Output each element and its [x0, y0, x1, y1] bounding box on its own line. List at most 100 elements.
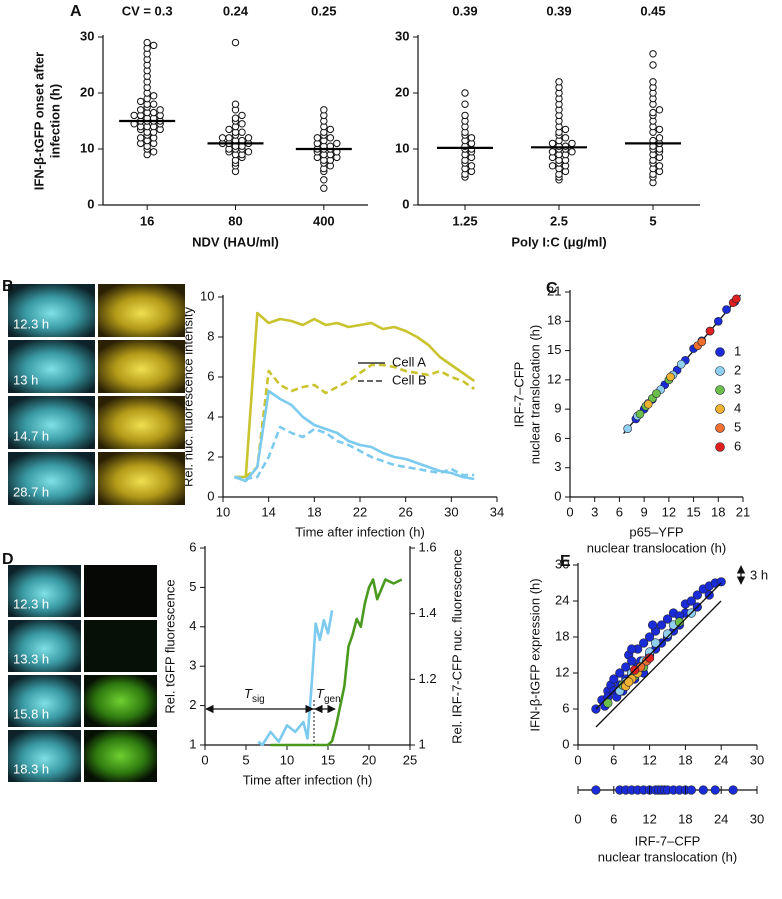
t-subscript: gen	[324, 694, 341, 705]
y-tick-label: 24	[555, 592, 569, 607]
point	[676, 359, 686, 369]
point	[624, 677, 634, 687]
t-sig-label: Tsig	[244, 686, 265, 704]
dot	[149, 148, 158, 156]
dot	[461, 89, 469, 97]
point	[621, 662, 631, 672]
dot	[649, 61, 657, 69]
dot	[655, 125, 664, 134]
x-tick-label: 6	[616, 504, 623, 519]
point	[609, 674, 619, 684]
dot	[244, 148, 253, 156]
point	[662, 614, 673, 624]
point	[644, 632, 655, 642]
point	[603, 698, 613, 708]
x-tick-label: 18	[678, 811, 692, 826]
micrograph-cyan	[8, 620, 81, 672]
y-tick-label: 3	[554, 459, 561, 474]
cv-label: 0.45	[640, 3, 665, 18]
point	[705, 326, 715, 336]
dot	[649, 78, 657, 86]
y-tick-label: 1	[419, 736, 426, 751]
point	[716, 577, 726, 587]
x-tick-label: 15	[686, 504, 700, 519]
e-annotations: 3 h	[595, 565, 768, 728]
y-tick-label: 30	[395, 28, 409, 43]
point	[644, 653, 655, 663]
x-tick-label: 10	[280, 752, 294, 767]
x-tick-label: 6	[610, 752, 617, 767]
dot	[333, 139, 341, 148]
legend-label: 5	[734, 419, 741, 434]
dot	[136, 97, 145, 106]
x-tick-label: 18	[711, 504, 725, 519]
point	[674, 617, 685, 627]
y-tick-label: 4	[207, 408, 214, 423]
x-tick-label: 3	[591, 504, 598, 519]
x-tick-label: 21	[736, 504, 750, 519]
dot	[320, 184, 328, 192]
time-label: 18.3 h	[13, 761, 49, 776]
time-label: 12.3 h	[13, 316, 49, 331]
line	[270, 578, 403, 747]
dot	[555, 78, 563, 86]
legend-marker	[715, 366, 725, 376]
y-tick-label: 12	[555, 664, 569, 679]
point	[623, 424, 632, 433]
y-axis-label: IFN-β-tGFP expression (h)	[527, 578, 542, 731]
dot	[561, 134, 570, 142]
y-tick-label: 12	[547, 371, 561, 386]
dot	[136, 134, 145, 142]
dot	[461, 111, 469, 120]
legend-label: 6	[734, 438, 741, 453]
x-tick-label: 6	[610, 811, 617, 826]
line	[234, 363, 475, 479]
dot	[467, 134, 476, 142]
strip-point	[591, 785, 601, 795]
strip-point	[710, 785, 720, 795]
x-tick-label: 80	[228, 213, 242, 228]
panel-label: B	[2, 278, 14, 295]
cv-label: 0.39	[546, 3, 571, 18]
t-gen-label: Tgen	[316, 686, 341, 704]
y-tick-label: 1.6	[419, 539, 437, 554]
y-tick-label: 20	[80, 84, 94, 99]
point	[650, 638, 661, 648]
micrograph-cyan	[8, 730, 81, 782]
dot	[649, 108, 657, 117]
dot	[218, 134, 227, 142]
legend-label: 4	[734, 400, 741, 415]
time-label: 13.3 h	[13, 651, 49, 666]
panel-label: A	[70, 3, 82, 20]
micrograph	[84, 620, 157, 672]
line	[234, 311, 475, 479]
legend-label: Cell A	[392, 354, 426, 369]
time-label: 15.8 h	[13, 706, 49, 721]
micrograph-cyan	[8, 284, 95, 337]
dot	[326, 134, 335, 142]
fit-line	[595, 582, 722, 710]
y-tick-label: 6	[207, 368, 214, 383]
y-tick-label: 0	[554, 488, 561, 503]
dot	[238, 120, 246, 128]
y-tick-label: 21	[547, 283, 561, 298]
offset-label: 3 h	[750, 567, 768, 582]
y-axis-label: IRF-7–CFP	[511, 362, 526, 428]
x-tick-label: 400	[313, 213, 335, 228]
point	[639, 638, 649, 648]
dot	[149, 41, 158, 50]
y-tick-label: 1	[189, 736, 196, 751]
strip-point	[728, 785, 738, 795]
cv-label: 0.39	[452, 3, 477, 18]
d-annotations: Tsig Tgen	[205, 686, 341, 745]
x-tick-label: 1.25	[452, 213, 477, 228]
point	[666, 372, 675, 382]
dot	[225, 134, 233, 142]
x-tick-label: 26	[398, 504, 412, 519]
y-tick-label: 18	[555, 628, 569, 643]
dot	[568, 139, 576, 148]
point	[615, 668, 625, 678]
dot	[561, 125, 570, 134]
micrograph	[98, 340, 185, 393]
